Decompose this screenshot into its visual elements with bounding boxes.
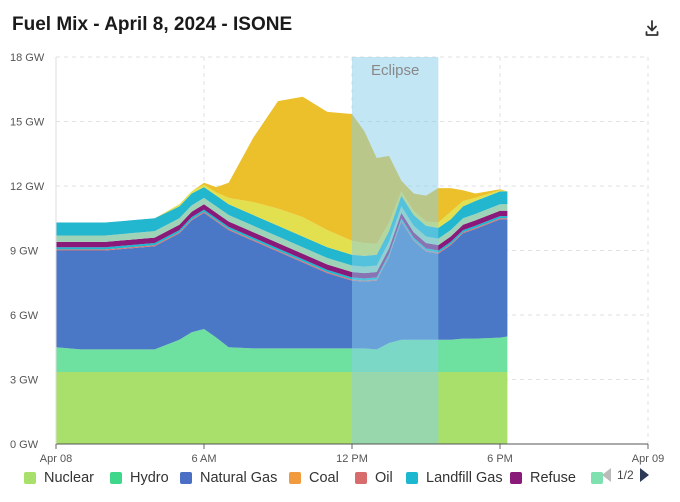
legend-label: Natural Gas bbox=[200, 470, 278, 486]
legend-item[interactable]: Refuse bbox=[510, 464, 576, 492]
area-wind bbox=[56, 197, 508, 274]
eclipse-annotation: Eclipse bbox=[352, 57, 439, 444]
legend-swatch bbox=[289, 472, 301, 484]
legend-item[interactable]: Landfill Gas bbox=[406, 464, 503, 492]
y-tick-label: 18 GW bbox=[10, 52, 45, 64]
y-tick-label: 15 GW bbox=[10, 117, 45, 129]
legend-label: Nuclear bbox=[44, 470, 94, 486]
legend-item[interactable]: Hydro bbox=[110, 464, 169, 492]
legend-pager: 1/2 bbox=[602, 468, 649, 482]
legend-item[interactable]: Oil bbox=[355, 464, 393, 492]
legend-next-icon[interactable] bbox=[639, 468, 649, 482]
legend-swatch bbox=[180, 472, 192, 484]
area-nuclear bbox=[56, 371, 508, 444]
y-tick-label: 9 GW bbox=[10, 246, 39, 258]
area-refuse bbox=[56, 204, 508, 279]
legend-label: Hydro bbox=[130, 470, 169, 486]
legend-label: Landfill Gas bbox=[426, 470, 503, 486]
legend-item[interactable]: Natural Gas bbox=[180, 464, 277, 492]
legend-swatch bbox=[355, 472, 367, 484]
x-tick-label: 6 AM bbox=[191, 453, 216, 465]
legend-item[interactable]: Coal bbox=[289, 464, 339, 492]
legend-page-indicator: 1/2 bbox=[617, 468, 634, 482]
area-storage bbox=[56, 184, 508, 256]
legend-item[interactable] bbox=[591, 464, 611, 492]
legend-swatch bbox=[110, 472, 122, 484]
area-oil bbox=[56, 211, 508, 282]
x-tick-label: 12 PM bbox=[336, 453, 368, 465]
legend-item[interactable]: Nuclear bbox=[24, 464, 94, 492]
chart-axes: 0 GW 3 GW 6 GW 9 GW 12 GW 15 GW 18 GW Apr 08 6 A… bbox=[10, 52, 664, 465]
x-tick-label: Apr 09 bbox=[632, 453, 664, 465]
y-tick-label: 6 GW bbox=[10, 310, 39, 322]
y-tick-label: 0 GW bbox=[10, 439, 39, 451]
y-tick-label: 3 GW bbox=[10, 375, 39, 387]
download-icon bbox=[645, 20, 659, 36]
legend-label: Oil bbox=[375, 470, 393, 486]
fuel-mix-chart: Eclipse 0 GW 3 GW 6 GW 9 GW 12 GW 15 GW 18 GW A… bbox=[10, 52, 664, 465]
legend-swatch bbox=[510, 472, 522, 484]
y-tick-label: 12 GW bbox=[10, 181, 45, 193]
eclipse-band bbox=[352, 57, 439, 444]
chart-legend: Nuclear Hydro Natural Gas Coal Oil Landfill G… bbox=[0, 464, 680, 494]
x-tick-label: Apr 08 bbox=[40, 453, 72, 465]
legend-swatch bbox=[406, 472, 418, 484]
legend-swatch bbox=[24, 472, 36, 484]
x-tick-label: 6 PM bbox=[487, 453, 513, 465]
chart-title: Fuel Mix - April 8, 2024 - ISONE bbox=[12, 14, 293, 35]
area-landfill-gas bbox=[56, 209, 508, 281]
legend-swatch bbox=[591, 472, 603, 484]
download-button[interactable] bbox=[640, 16, 664, 40]
eclipse-label: Eclipse bbox=[371, 62, 419, 79]
legend-label: Coal bbox=[309, 470, 339, 486]
legend-prev-icon[interactable] bbox=[602, 468, 611, 482]
legend-label: Refuse bbox=[530, 470, 576, 486]
chart-areas bbox=[56, 96, 508, 444]
